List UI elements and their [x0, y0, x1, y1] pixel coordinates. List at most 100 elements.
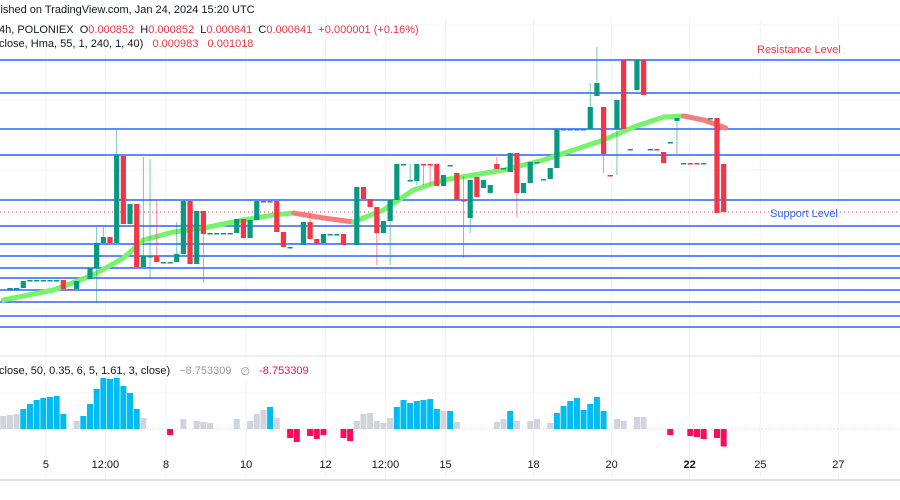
histogram-bar	[93, 389, 100, 429]
histogram-bar	[407, 403, 414, 429]
candle-body	[681, 163, 687, 165]
candle	[594, 47, 600, 96]
histogram-bar	[13, 414, 20, 429]
histogram-bar	[373, 421, 380, 429]
histogram-bar	[400, 400, 407, 429]
candle-body	[227, 233, 233, 235]
symbol-info[interactable]: 4h, POLONIEX	[0, 24, 74, 36]
histogram-bar	[140, 418, 147, 429]
candle	[407, 164, 413, 182]
candle	[247, 220, 253, 238]
histogram-bar	[553, 413, 560, 429]
candle-body	[340, 234, 347, 245]
histogram-bar	[60, 414, 67, 429]
hma-legend[interactable]: close, Hma, 55, 1, 240, 1, 40) 0.000983 …	[0, 38, 253, 50]
candle	[220, 233, 227, 235]
candle	[487, 185, 493, 193]
histogram-bar	[693, 429, 700, 437]
candle-body	[494, 164, 500, 169]
empty-set-icon: ∅	[240, 366, 251, 378]
candle-body	[414, 164, 420, 181]
candle-body	[467, 180, 473, 218]
histogram-bar	[560, 406, 567, 429]
candle-body	[260, 201, 267, 203]
candle	[520, 183, 527, 193]
candle	[714, 118, 720, 213]
candle	[654, 149, 660, 151]
candle	[661, 152, 667, 163]
candle-body	[500, 168, 507, 170]
candle-body	[714, 118, 720, 213]
candle	[701, 163, 707, 165]
candle-body	[314, 239, 320, 244]
ohlc-legend: 4h, POLONIEX O0.000852 H0.000852 L0.0006…	[0, 24, 419, 36]
candle	[254, 201, 260, 220]
candle-body	[534, 162, 540, 164]
histogram-bar	[667, 429, 674, 435]
candle-body	[627, 149, 633, 151]
candle	[360, 187, 367, 199]
candle	[234, 219, 240, 233]
histogram-bar	[313, 429, 320, 439]
candle-body	[354, 187, 360, 245]
histogram-bar	[573, 398, 580, 429]
candle	[367, 199, 373, 207]
histogram-bar	[307, 429, 314, 436]
candle-body	[400, 164, 407, 166]
histogram-bar	[167, 429, 174, 435]
candle-body	[601, 107, 607, 154]
candle-body	[14, 288, 20, 290]
candle	[414, 164, 420, 185]
candle	[300, 222, 307, 245]
histogram-bar	[600, 411, 607, 429]
candle	[494, 157, 500, 169]
histogram-bar	[40, 398, 47, 429]
candle	[507, 153, 513, 172]
candle-body	[47, 280, 53, 282]
candle	[687, 163, 693, 165]
candle	[614, 100, 620, 175]
candle	[154, 199, 160, 262]
candle	[320, 234, 327, 243]
candle-body	[621, 60, 627, 129]
histogram-bar	[133, 409, 140, 429]
oscillator-histogram	[0, 372, 727, 447]
time-axis-label: 10	[240, 459, 252, 471]
histogram-bar	[26, 404, 33, 429]
candle	[34, 280, 40, 282]
candle-body	[300, 222, 307, 245]
candle	[174, 222, 180, 262]
oscillator-legend[interactable]: close, 50, 0.35, 6, 5, 1.61, 3, close) −…	[0, 365, 309, 378]
histogram-bar	[347, 429, 354, 441]
candle-body	[367, 199, 373, 207]
candle	[621, 60, 627, 129]
candle-body	[607, 175, 613, 177]
histogram-bar	[393, 407, 400, 429]
candle	[340, 234, 347, 245]
candle-body	[200, 211, 206, 234]
candle-body	[134, 204, 140, 267]
candle	[334, 234, 340, 236]
histogram-bar	[440, 411, 447, 429]
candle-body	[74, 281, 80, 289]
histogram-bar	[513, 421, 520, 429]
time-axis-label: 15	[439, 459, 451, 471]
time-axis[interactable]: 5 12:00 8 10 12 12:00 15 18 20 22 25 27	[43, 459, 845, 471]
candle	[67, 289, 73, 291]
histogram-bar	[427, 399, 434, 429]
histogram-bar	[640, 417, 647, 429]
histogram-bar	[593, 397, 600, 429]
candle	[474, 177, 480, 197]
candle-body	[661, 152, 667, 163]
hma-segment	[661, 113, 687, 120]
histogram-bar	[233, 419, 240, 429]
candle-body	[160, 262, 166, 264]
candle	[100, 227, 106, 243]
candle-body	[454, 173, 460, 200]
candle-body	[27, 280, 33, 282]
histogram-bar	[500, 419, 507, 429]
histogram-bar	[713, 429, 720, 438]
candle-body	[254, 201, 260, 220]
hma-segment	[290, 210, 326, 221]
